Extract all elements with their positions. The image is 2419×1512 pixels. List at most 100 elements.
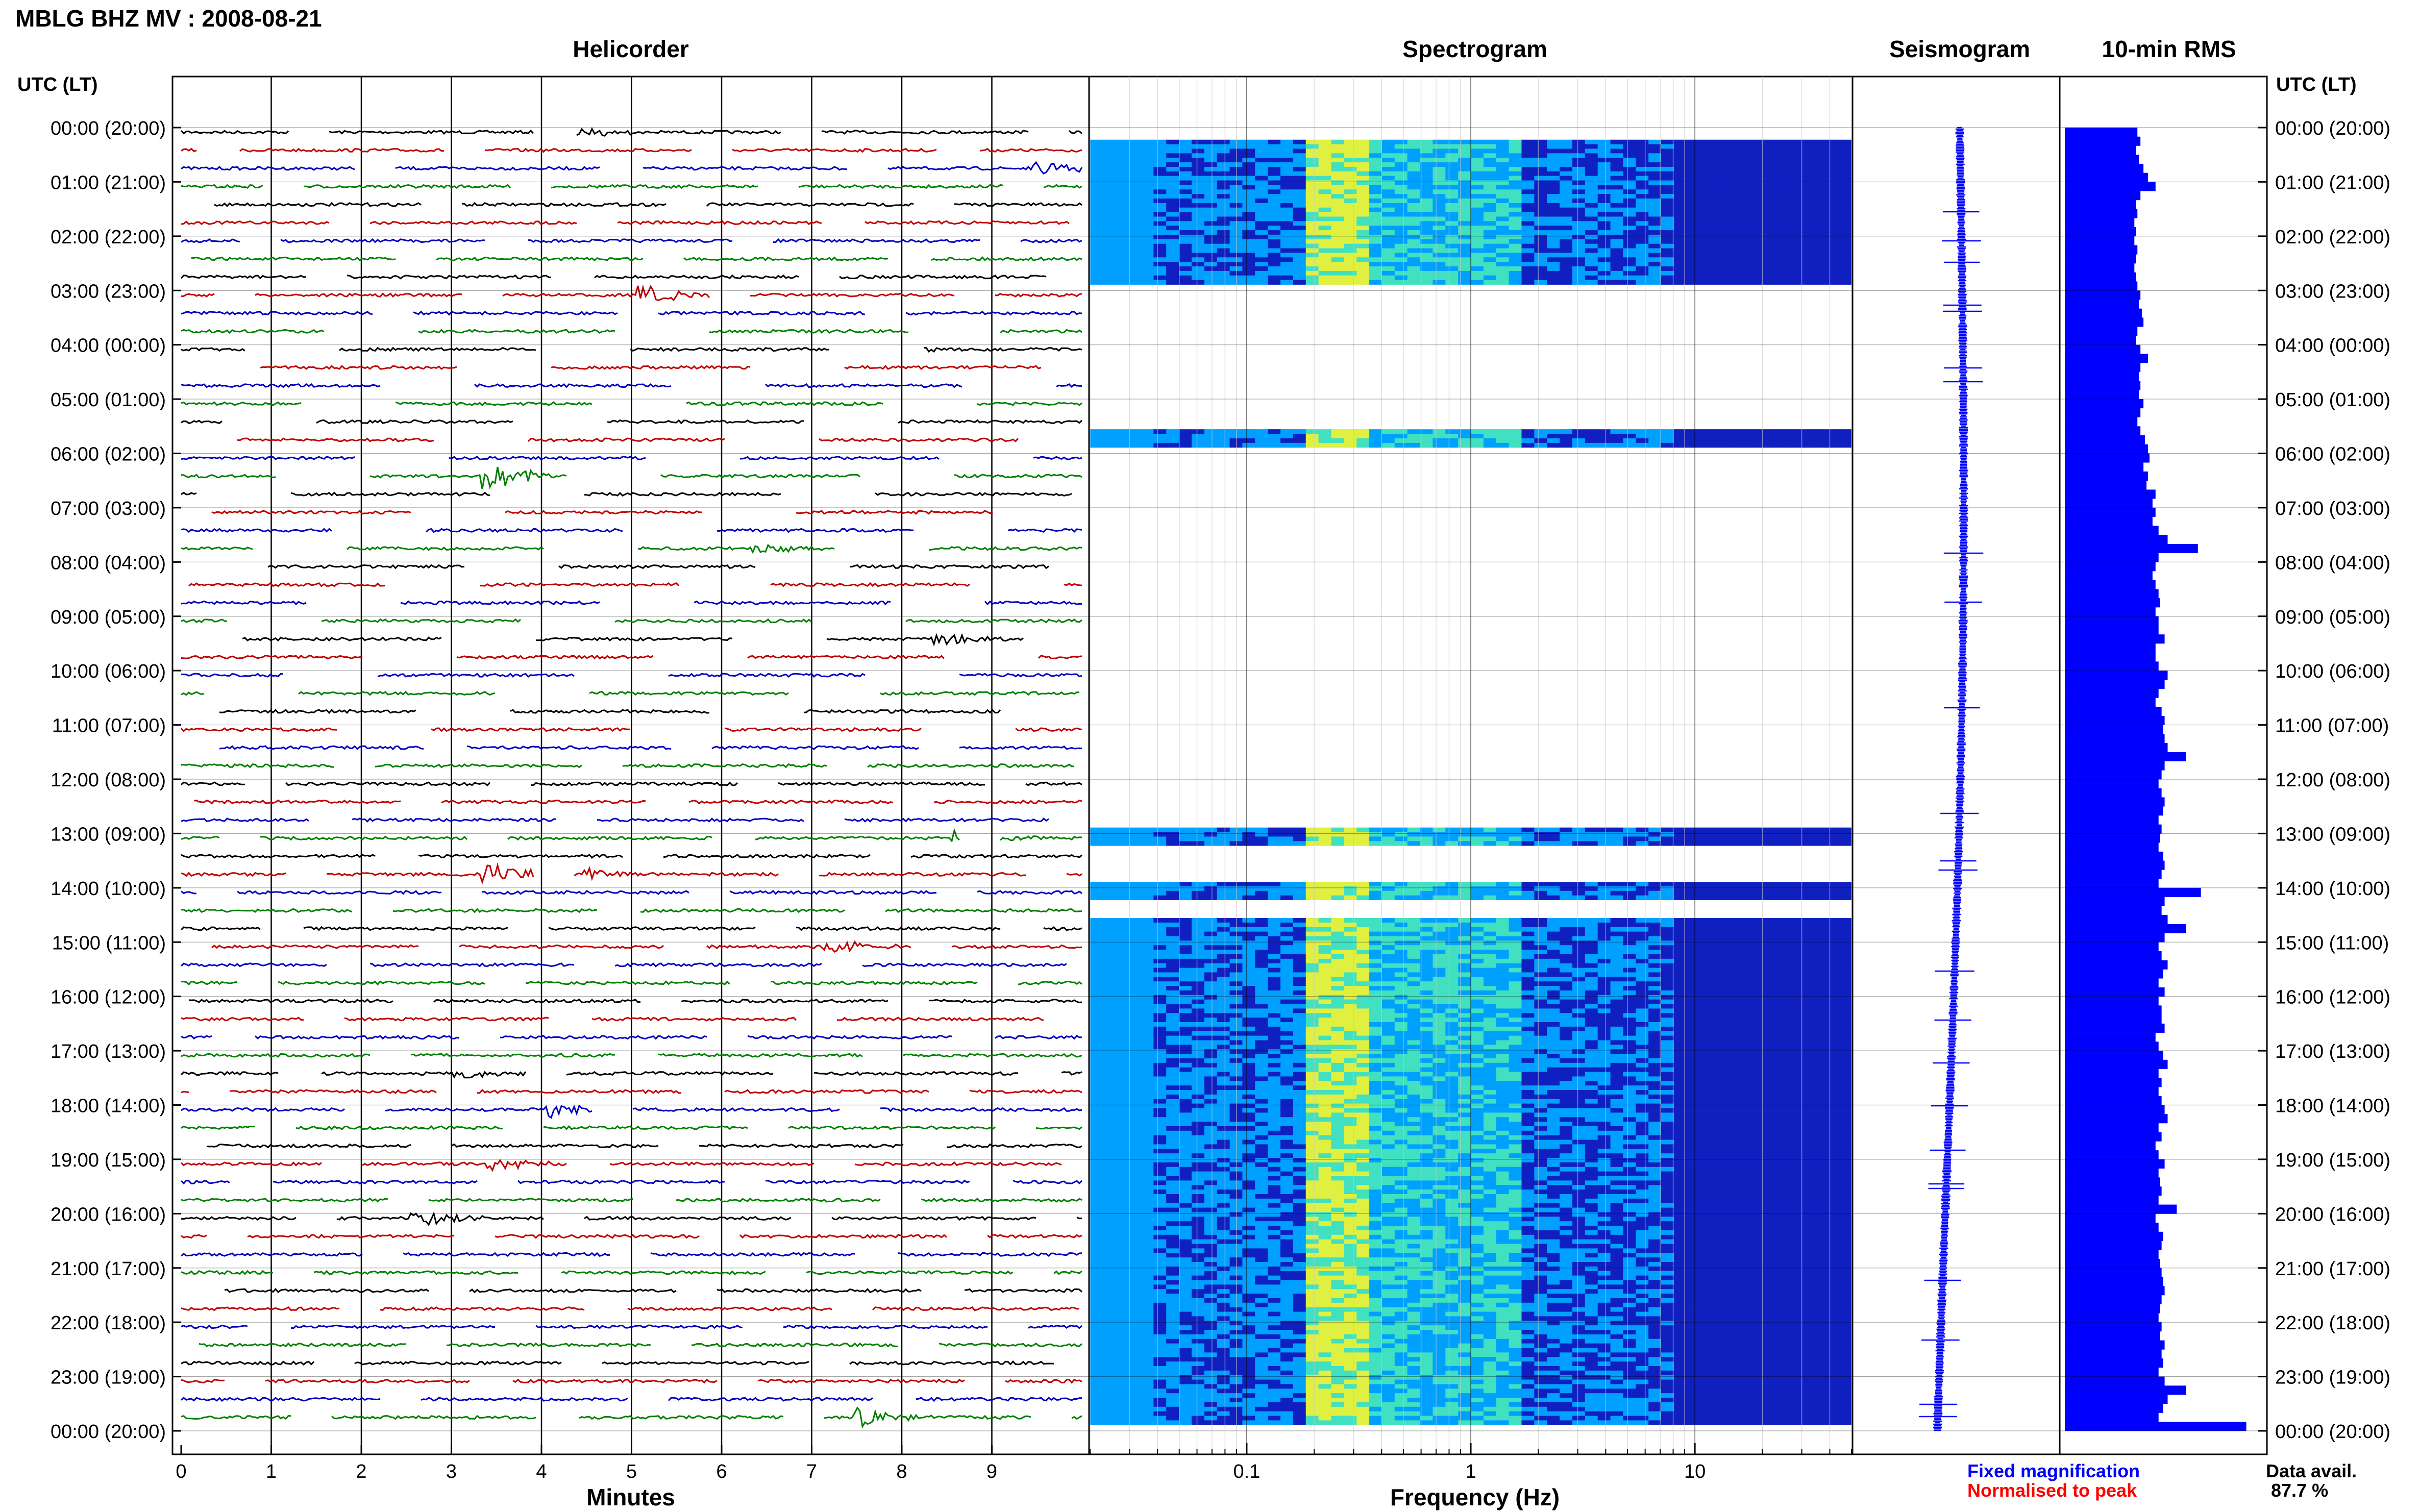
rms-bar (2065, 725, 2163, 734)
time-label-right: 10:00 (06:00) (2275, 661, 2390, 682)
helicorder-trace-row (181, 600, 1082, 606)
rms-bar (2065, 227, 2136, 237)
rms-bar (2065, 218, 2135, 228)
rms-bar (2065, 1412, 2159, 1422)
helicorder-trace-row (181, 817, 1049, 823)
helicorder-trace-row (181, 1306, 1080, 1311)
helicorder-trace-row (181, 220, 1070, 226)
helicorder-x-tick: 9 (986, 1461, 997, 1482)
helicorder-trace-row (206, 1143, 1082, 1149)
time-label-right: 02:00 (22:00) (2275, 227, 2390, 248)
helicorder-trace-row (219, 745, 1082, 751)
rms-bar (2065, 761, 2165, 771)
helicorder-trace-row (181, 1324, 1083, 1330)
helicorder-trace-row (191, 256, 1082, 262)
time-label-right: 08:00 (04:00) (2275, 552, 2390, 574)
helicorder-trace-row (214, 202, 1082, 207)
rms-bar (2065, 327, 2138, 336)
time-label-right: 01:00 (21:00) (2275, 172, 2390, 193)
data-avail-value: 87.7 % (2271, 1480, 2328, 1501)
time-label-left: 09:00 (05:00) (51, 607, 166, 628)
rms-bar (2065, 1349, 2162, 1359)
utc-label-left: UTC (LT) (17, 74, 98, 95)
helicorder-trace-row (180, 127, 1082, 137)
helicorder-trace-row (181, 401, 1082, 407)
time-label-right: 19:00 (15:00) (2275, 1150, 2390, 1171)
helicorder-trace-row (181, 654, 1082, 660)
helicorder-trace-row (219, 709, 1001, 714)
rms-bar (2065, 1277, 2163, 1286)
helicorder-trace-row (181, 781, 1082, 786)
helicorder-x-tick: 5 (626, 1461, 637, 1482)
time-label-right: 17:00 (13:00) (2275, 1041, 2390, 1062)
rms-bar (2065, 1186, 2162, 1196)
helicorder-x-tick: 0 (176, 1461, 186, 1482)
rms-bar (2065, 1059, 2168, 1069)
spectrogram-image (1090, 77, 1852, 1454)
helicorder-x-tick: 2 (356, 1461, 366, 1482)
rms-bar (2065, 128, 2138, 137)
helicorder-trace-row (181, 1270, 1082, 1275)
rms-bar (2065, 363, 2141, 373)
rms-bar (2065, 1051, 2163, 1060)
rms-bar (2065, 526, 2159, 535)
rms-bar (2065, 942, 2159, 952)
rms-bar (2065, 462, 2144, 472)
time-label-right: 20:00 (16:00) (2275, 1204, 2390, 1225)
rms-bar (2065, 1313, 2159, 1323)
helicorder-traces (180, 77, 1083, 1454)
rms-bar (2065, 1385, 2186, 1395)
helicorder-trace-row (181, 862, 1082, 884)
helicorder-trace-row (181, 1197, 1082, 1203)
helicorder-x-tick: 1 (266, 1461, 277, 1482)
rms-bar (2065, 1069, 2159, 1078)
helicorder-trace-row (181, 491, 1072, 497)
helicorder-trace-row (181, 618, 1082, 624)
spectrogram-xlabel: Frequency (Hz) (1390, 1484, 1560, 1510)
rms-bar (2065, 290, 2141, 300)
rms-title: 10-min RMS (2102, 36, 2236, 62)
helicorder-trace-row (181, 1034, 1082, 1040)
helicorder-trace-row (180, 274, 1047, 280)
rms-bar (2065, 489, 2156, 499)
rms-bar (2065, 145, 2136, 155)
helicorder-x-tick: 4 (536, 1461, 547, 1482)
rms-bar (2065, 1340, 2165, 1350)
rms-bar (2065, 1087, 2159, 1097)
rms-bar (2065, 951, 2162, 961)
rms-bar (2065, 1331, 2160, 1341)
rms-bar (2065, 535, 2168, 544)
rms-bar (2065, 1259, 2160, 1269)
time-label-left: 14:00 (10:00) (51, 878, 166, 900)
rms-bar (2065, 770, 2162, 780)
time-label-left: 10:00 (06:00) (51, 661, 166, 682)
rms-bar (2065, 1231, 2163, 1241)
rms-bar (2065, 1114, 2168, 1124)
helicorder-trace-row (181, 466, 1082, 489)
rms-bar (2065, 417, 2138, 427)
rms-bar (2065, 1096, 2162, 1105)
rms-bar (2065, 435, 2145, 445)
helicorder-trace-row (181, 1125, 1082, 1131)
rms-bar (2065, 906, 2162, 915)
rms-bar (2065, 1159, 2165, 1169)
rms-bar (2065, 661, 2159, 671)
rms-bar (2065, 1195, 2159, 1205)
helicorder-trace-row (188, 582, 1082, 587)
time-label-right: 03:00 (23:00) (2275, 281, 2390, 302)
spectrogram-title: Spectrogram (1402, 36, 1547, 62)
rms-bar (2065, 652, 2156, 662)
rms-bar (2065, 1304, 2160, 1313)
rms-bar (2065, 1123, 2159, 1133)
rms-bar (2065, 516, 2153, 526)
helicorder-trace-row (181, 1252, 1082, 1257)
rms-bar (2065, 589, 2159, 599)
rms-bar (2065, 543, 2198, 553)
rms-bar (2065, 426, 2141, 436)
rms-bar (2065, 163, 2144, 173)
rms-bar (2065, 399, 2144, 409)
helicorder-x-tick: 8 (896, 1461, 907, 1482)
rms-bar (2065, 671, 2168, 680)
rms-bar (2065, 625, 2159, 635)
